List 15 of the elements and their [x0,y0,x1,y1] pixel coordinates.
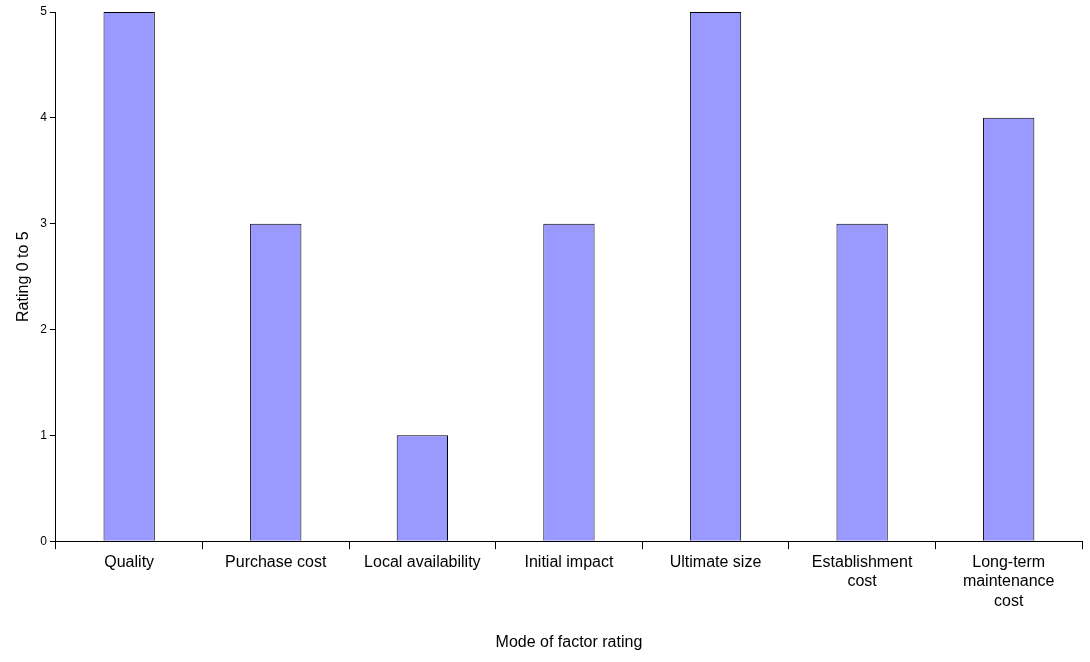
x-tick-label: Establishment cost [811,553,913,590]
y-tick-label: 2 [40,321,48,336]
x-tick-label: Initial impact [524,553,614,571]
x-tick-label: Purchase cost [225,553,327,571]
x-axis-title: Mode of factor rating [495,632,643,650]
y-tick-label: 5 [40,4,48,19]
x-tick-label: Ultimate size [669,553,762,571]
x-tick-label: Quality [104,553,155,571]
x-tick-label: Local availability [364,553,481,571]
y-axis-title: Rating 0 to 5 [14,231,32,322]
y-tick-label: 3 [40,215,48,230]
y-tick-label: 0 [40,533,48,548]
y-tick-label: 4 [40,110,48,125]
y-tick-label: 1 [40,427,48,442]
x-tick-label: Long-term maintenance cost [962,553,1055,609]
